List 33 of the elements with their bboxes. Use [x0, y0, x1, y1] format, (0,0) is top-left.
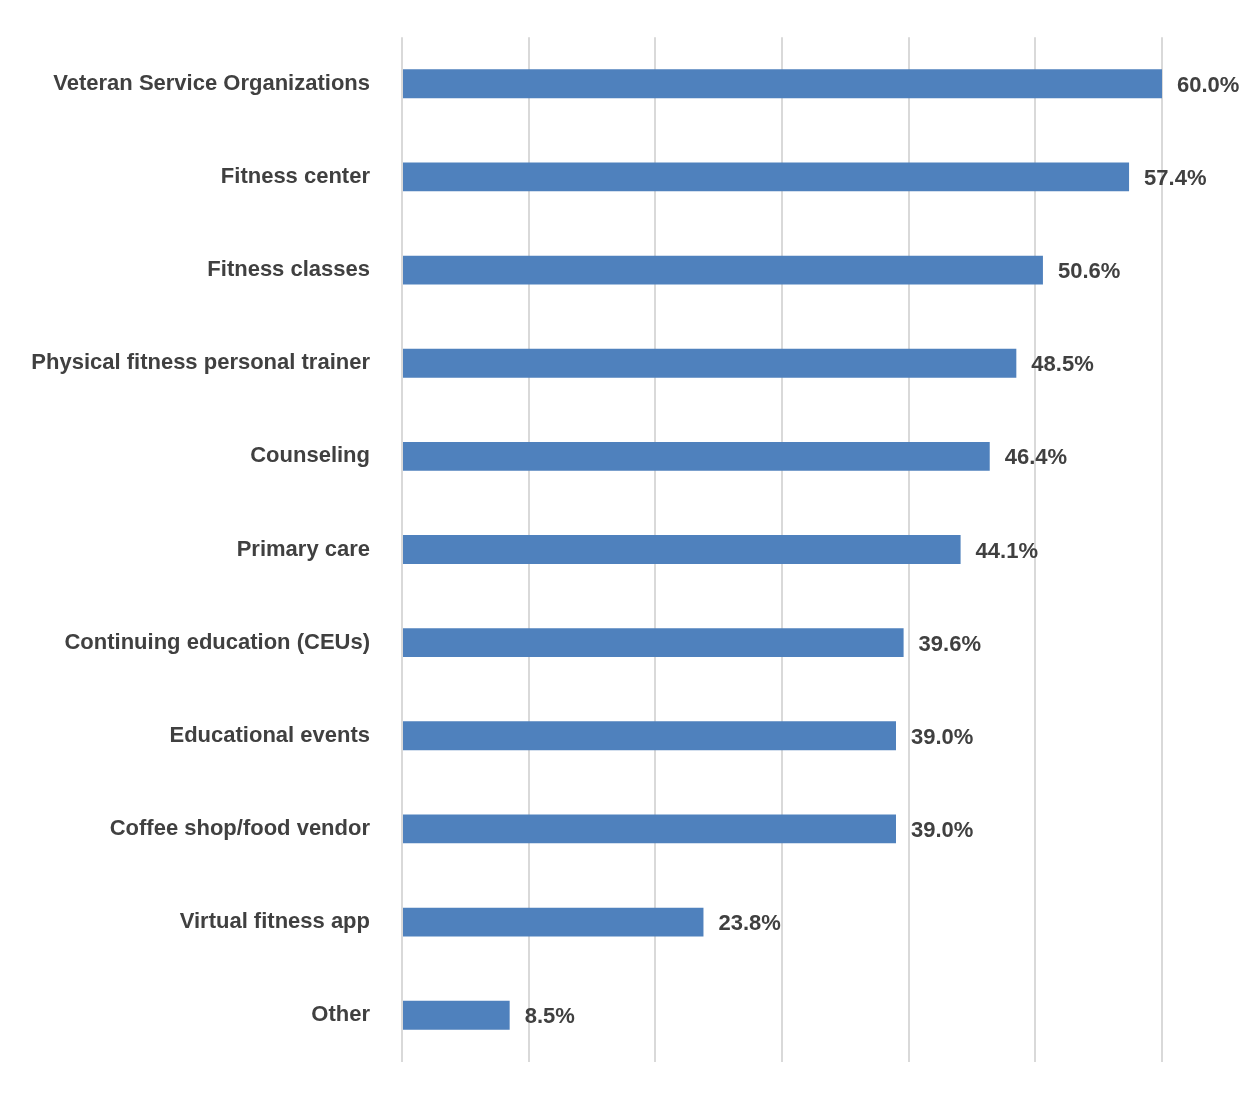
y-tick-label: Physical fitness personal trainer: [31, 349, 371, 375]
data-label: 39.0%: [911, 817, 974, 842]
y-tick-label: Primary care: [236, 535, 370, 561]
y-tick-label: Veteran Service Organizations: [53, 69, 370, 95]
data-label: 39.6%: [918, 630, 981, 656]
bar: [403, 721, 896, 751]
bar: [403, 348, 1017, 378]
data-label: 44.1%: [975, 537, 1038, 563]
bar: [403, 907, 704, 937]
bar: [403, 441, 990, 471]
data-label: 46.4%: [1004, 444, 1068, 470]
data-label: 57.4%: [1144, 164, 1207, 190]
bar: [403, 814, 896, 844]
bar: [403, 1000, 510, 1030]
y-tick-label: Fitness center: [220, 162, 371, 188]
data-label: 8.5%: [524, 1003, 575, 1029]
y-tick-label: Continuing education (CEUs): [64, 628, 370, 654]
data-label: 39.0%: [911, 723, 974, 749]
y-tick-label: Educational events: [169, 721, 370, 747]
bar: [403, 255, 1043, 285]
data-label: 48.5%: [1031, 351, 1094, 377]
bar: [403, 535, 961, 564]
y-tick-label: Other: [311, 1001, 371, 1027]
y-tick-label: Virtual fitness app: [179, 908, 370, 934]
data-label: 50.6%: [1057, 258, 1121, 284]
y-tick-label: Coffee shop/food vendor: [109, 815, 371, 840]
bar: [403, 69, 1162, 99]
data-label: 23.8%: [718, 910, 781, 936]
y-tick-label: Fitness classes: [207, 256, 370, 282]
bar: [403, 162, 1130, 192]
bar: [403, 628, 904, 658]
data-label: 60.0%: [1177, 71, 1240, 97]
y-tick-label: Counseling: [250, 442, 370, 468]
